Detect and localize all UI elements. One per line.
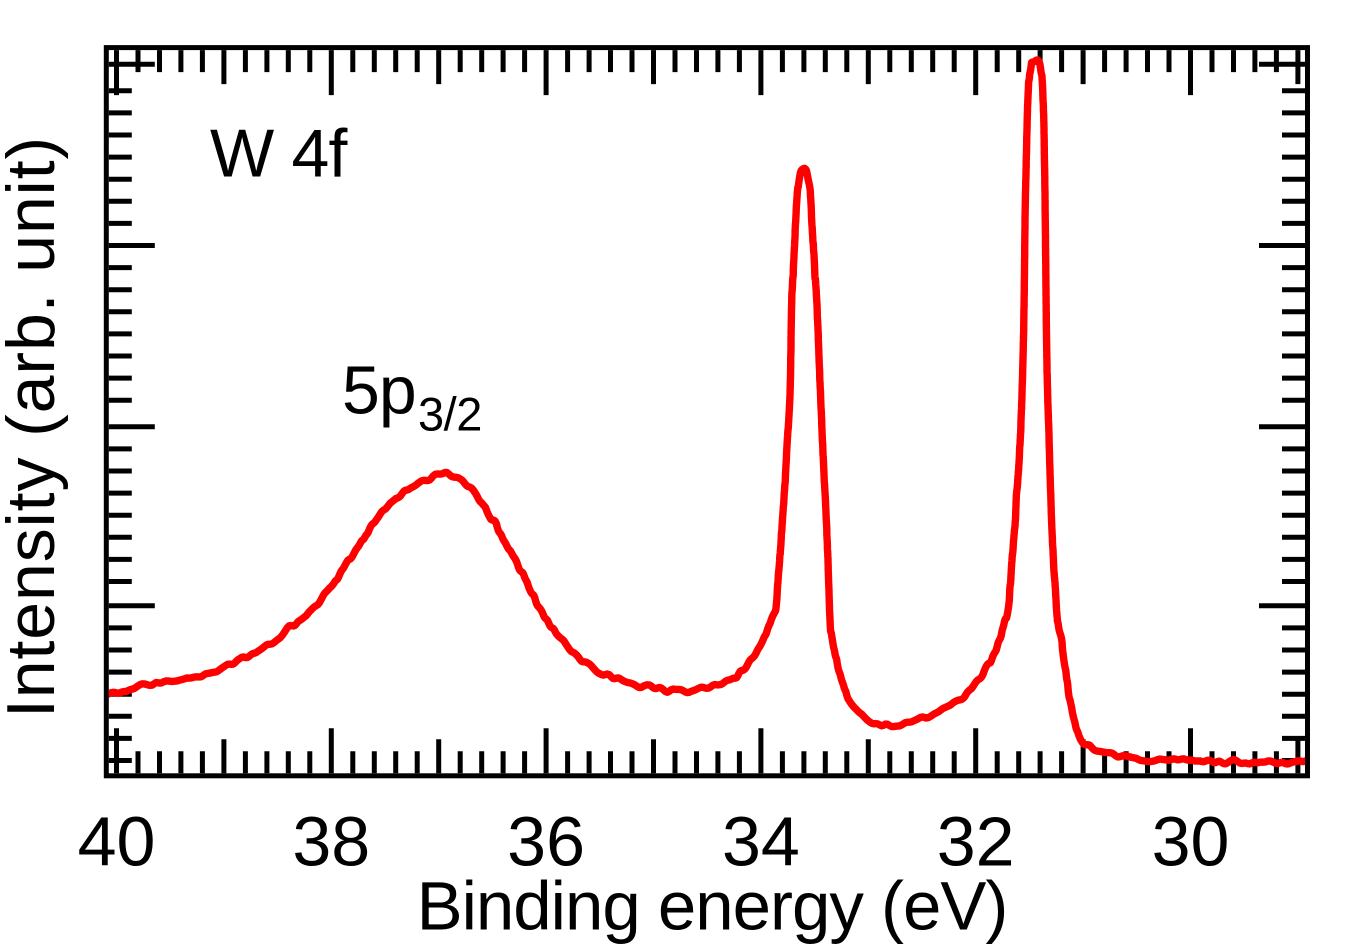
svg-text:Intensity (arb. unit): Intensity (arb. unit) [0,136,69,718]
svg-text:5p: 5p [342,353,416,429]
svg-text:40: 40 [78,802,156,880]
svg-text:3/2: 3/2 [418,387,482,440]
svg-text:36: 36 [507,802,585,880]
svg-text:Binding energy (eV): Binding energy (eV) [417,867,1008,944]
svg-text:32: 32 [937,802,1015,880]
svg-text:30: 30 [1152,802,1230,880]
svg-text:W 4f: W 4f [210,116,347,192]
svg-text:38: 38 [292,802,370,880]
svg-text:34: 34 [722,802,800,880]
